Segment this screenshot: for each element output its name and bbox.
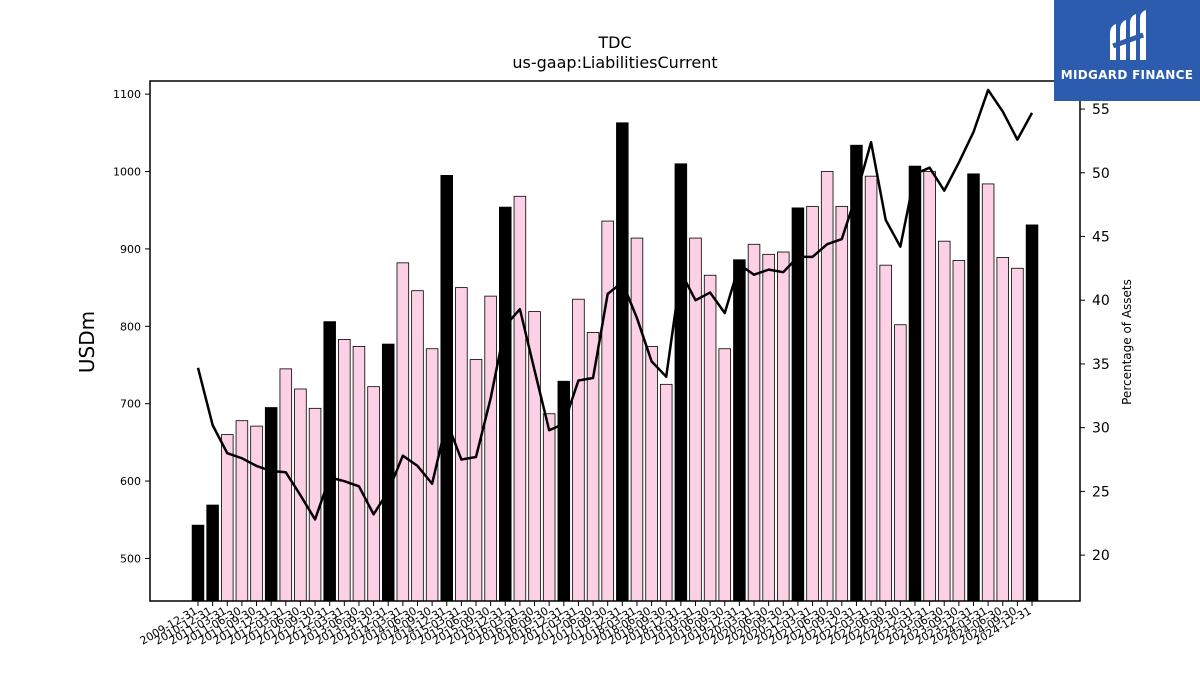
bar: [338, 339, 351, 602]
bar: [864, 175, 878, 602]
y-tick-label: 800: [120, 320, 141, 333]
bar: [879, 264, 892, 602]
bar: [703, 274, 717, 602]
bar: [221, 434, 234, 602]
y2-tick-label: 30: [1092, 421, 1110, 437]
y-axis-label: USDm: [75, 311, 99, 373]
bar: [747, 243, 761, 602]
y-tick-label: 700: [120, 398, 141, 411]
bar: [791, 207, 805, 602]
bar: [835, 205, 849, 602]
bar: [572, 298, 585, 602]
brand-logo: MIDGARD FINANCE: [1054, 0, 1200, 101]
y-tick-label: 1000: [113, 166, 141, 179]
axes: 5006007008009001000110020253035404550552…: [113, 80, 1110, 648]
bar: [191, 524, 205, 602]
bar: [323, 321, 336, 602]
bars: [191, 122, 1039, 602]
bar: [411, 290, 424, 602]
bar: [499, 206, 512, 602]
y2-tick-label: 25: [1092, 484, 1110, 500]
bar: [352, 346, 366, 602]
bar: [806, 205, 819, 602]
y2-tick-label: 35: [1092, 357, 1110, 373]
y2-tick-label: 55: [1092, 102, 1110, 118]
bar: [601, 220, 614, 602]
y-tick-label: 600: [120, 475, 141, 488]
bar: [923, 171, 936, 602]
bar: [894, 324, 907, 602]
y2-tick-label: 20: [1092, 548, 1110, 564]
bar: [542, 413, 556, 602]
y2-tick-label: 50: [1092, 166, 1110, 182]
chart-subtitle: us-gaap:LiabilitiesCurrent: [512, 53, 717, 72]
bar: [777, 251, 790, 602]
bar: [469, 359, 483, 602]
bar: [425, 348, 439, 602]
chart-title: TDC: [597, 33, 631, 52]
bar: [235, 420, 249, 602]
y2-axis-label: Percentage of Assets: [1120, 279, 1134, 405]
bar: [455, 287, 468, 602]
bar: [981, 183, 995, 602]
bar: [616, 122, 629, 602]
logo-mark-icon: [1110, 10, 1146, 60]
bar: [850, 144, 863, 602]
bar: [659, 383, 673, 602]
bar: [381, 343, 395, 602]
bar: [264, 407, 278, 602]
line-layer: [196, 88, 1034, 521]
bar: [645, 346, 658, 602]
bar: [440, 174, 453, 602]
bar: [996, 257, 1010, 602]
bar: [630, 237, 644, 602]
bar: [718, 348, 732, 602]
bar: [1025, 224, 1039, 602]
bar: [952, 260, 966, 602]
percentage-line: [196, 88, 1034, 521]
y-tick-label: 500: [120, 552, 141, 565]
bar: [250, 425, 263, 602]
y-tick-label: 1100: [113, 88, 141, 101]
bar: [206, 504, 219, 602]
bar: [396, 262, 410, 602]
bar: [967, 173, 980, 602]
bar: [820, 171, 834, 602]
bar: [762, 253, 775, 602]
bar: [908, 165, 922, 602]
plot-frame: [149, 80, 1081, 602]
bar: [513, 195, 527, 602]
y2-tick-label: 40: [1092, 293, 1110, 309]
y-tick-label: 900: [120, 243, 141, 256]
bar: [484, 295, 497, 602]
bar: [674, 163, 688, 602]
y2-tick-label: 45: [1092, 229, 1110, 245]
bar: [1011, 267, 1024, 602]
bar: [279, 368, 293, 602]
bar: [367, 386, 380, 602]
bar: [733, 259, 746, 602]
bar: [937, 240, 951, 602]
logo-text: MIDGARD FINANCE: [1060, 68, 1194, 82]
